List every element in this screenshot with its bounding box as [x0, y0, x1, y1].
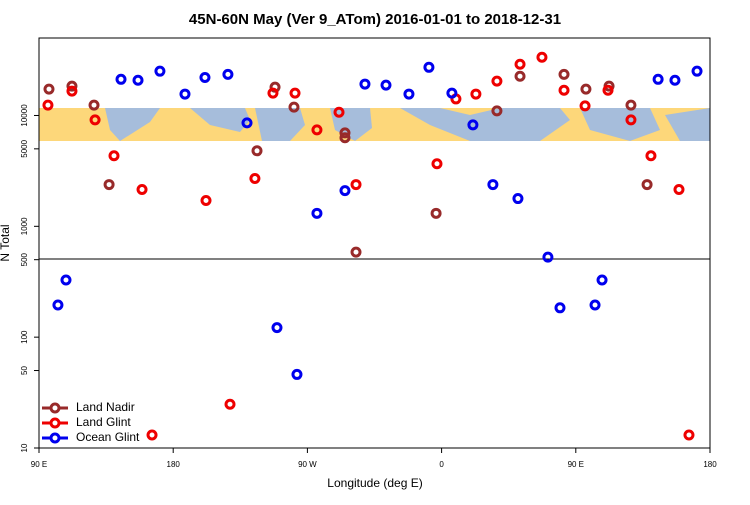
marker — [267, 87, 279, 99]
y-tick-label: 10 — [20, 443, 29, 452]
marker — [491, 75, 503, 87]
marker — [423, 61, 435, 73]
marker — [289, 87, 301, 99]
y-tick-label: 500 — [20, 252, 29, 266]
marker — [487, 179, 499, 191]
marker — [514, 58, 526, 70]
marker — [641, 179, 653, 191]
marker — [42, 99, 54, 111]
marker — [103, 179, 115, 191]
marker — [589, 299, 601, 311]
marker — [596, 274, 608, 286]
marker — [146, 429, 158, 441]
y-tick-label: 100 — [20, 330, 29, 344]
marker — [579, 100, 591, 112]
marker — [288, 101, 300, 113]
x-tick-label: 180 — [167, 460, 181, 469]
marker — [89, 114, 101, 126]
marker — [359, 78, 371, 90]
marker — [200, 194, 212, 206]
y-tick-label: 1000 — [20, 217, 29, 235]
marker — [311, 124, 323, 136]
map-land — [105, 108, 710, 141]
y-tick-label: 10000 — [20, 104, 29, 127]
marker — [691, 65, 703, 77]
legend-label: Ocean Glint — [76, 430, 140, 444]
marker — [580, 83, 592, 95]
marker — [339, 185, 351, 197]
marker — [602, 84, 614, 96]
y-axis-label: N Total — [0, 224, 12, 261]
marker — [66, 80, 78, 92]
x-axis-label: Longitude (deg E) — [327, 476, 422, 490]
marker — [339, 127, 351, 139]
marker — [350, 246, 362, 258]
marker — [514, 70, 526, 82]
marker — [333, 106, 345, 118]
marker — [625, 114, 637, 126]
marker — [251, 145, 263, 157]
marker — [683, 429, 695, 441]
marker — [431, 158, 443, 170]
marker — [249, 173, 261, 185]
marker — [115, 73, 127, 85]
marker — [645, 150, 657, 162]
marker — [88, 99, 100, 111]
x-tick-label: 90 W — [298, 460, 317, 469]
marker — [136, 183, 148, 195]
marker — [669, 74, 681, 86]
marker — [154, 65, 166, 77]
marker — [291, 368, 303, 380]
marker — [241, 117, 253, 129]
x-tick-label: 90 E — [568, 460, 584, 469]
marker — [558, 84, 570, 96]
marker — [66, 85, 78, 97]
x-tick-label: 180 — [703, 460, 717, 469]
marker — [60, 274, 72, 286]
marker — [271, 322, 283, 334]
marker — [222, 68, 234, 80]
legend-marker — [49, 432, 61, 444]
marker — [467, 119, 479, 131]
marker — [43, 83, 55, 95]
legend-label: Land Nadir — [76, 400, 135, 414]
marker — [199, 72, 211, 84]
marker — [625, 99, 637, 111]
legend-marker — [49, 402, 61, 414]
marker — [652, 73, 664, 85]
marker — [558, 68, 570, 80]
x-tick-label: 0 — [439, 460, 444, 469]
marker — [380, 79, 392, 91]
marker — [470, 88, 482, 100]
marker — [673, 183, 685, 195]
legend-label: Land Glint — [76, 415, 131, 429]
marker — [403, 88, 415, 100]
marker — [179, 88, 191, 100]
marker — [350, 179, 362, 191]
marker — [108, 150, 120, 162]
legend-marker — [49, 417, 61, 429]
marker — [542, 251, 554, 263]
marker — [132, 74, 144, 86]
marker — [311, 207, 323, 219]
map-band — [39, 108, 710, 141]
marker — [554, 302, 566, 314]
marker — [52, 299, 64, 311]
marker — [224, 398, 236, 410]
marker — [491, 105, 503, 117]
y-tick-label: 5000 — [20, 139, 29, 157]
y-tick-label: 50 — [20, 366, 29, 375]
marker — [339, 132, 351, 144]
plot-frame — [38, 37, 711, 449]
marker — [430, 207, 442, 219]
marker — [446, 87, 458, 99]
marker — [512, 193, 524, 205]
marker — [536, 51, 548, 63]
chart-title: 45N-60N May (Ver 9_ATom) 2016-01-01 to 2… — [189, 11, 561, 28]
x-tick-label: 90 E — [31, 460, 47, 469]
